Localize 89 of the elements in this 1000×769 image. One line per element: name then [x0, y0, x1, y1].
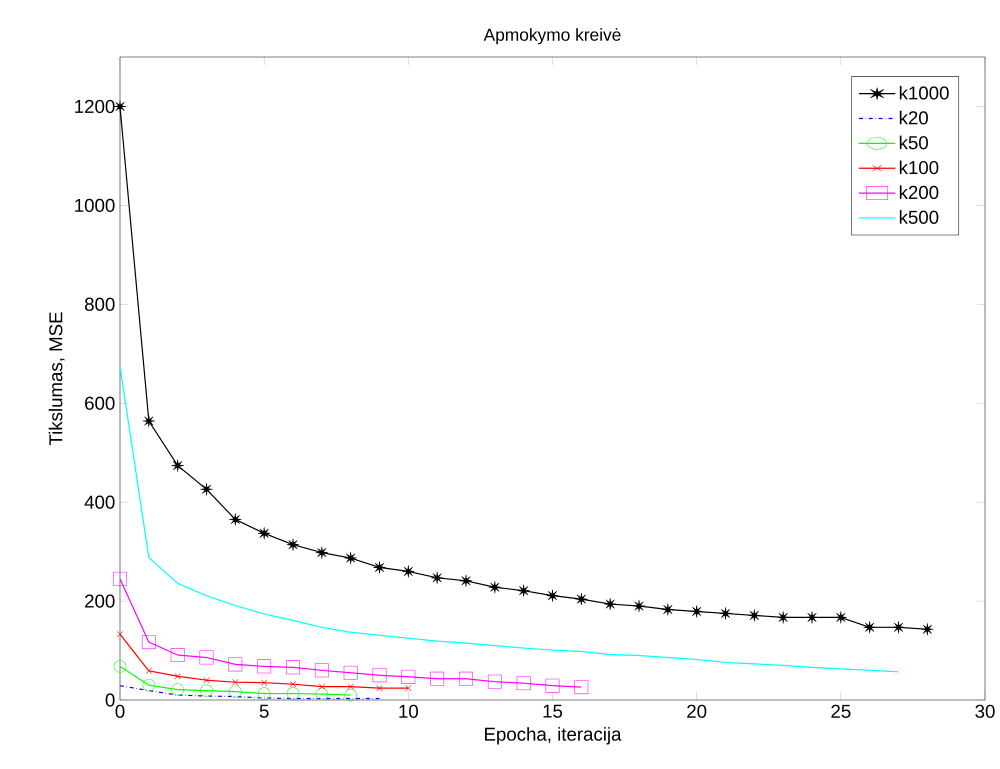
point: [834, 611, 848, 624]
point: [632, 600, 646, 612]
point: [344, 552, 357, 564]
point: [257, 659, 272, 674]
x-tick-label: 20: [687, 704, 706, 718]
y-tick-label: 400: [84, 496, 115, 509]
point: [430, 572, 444, 584]
point: [546, 678, 560, 693]
point: [546, 589, 559, 602]
point: [286, 687, 300, 700]
point: [232, 679, 238, 686]
point: [228, 657, 242, 672]
point: [344, 666, 358, 680]
legend-label: k50: [900, 136, 928, 150]
point: [142, 414, 156, 428]
x-tick-label: 30: [975, 704, 995, 718]
point: [200, 483, 213, 496]
point: [372, 668, 386, 682]
point: [114, 100, 126, 113]
point: [229, 685, 242, 698]
point: [430, 672, 444, 686]
point: [376, 685, 383, 692]
y-tick-label: 0: [106, 693, 115, 707]
legend-label: k20: [900, 110, 928, 124]
y-tick-label: 1200: [75, 100, 115, 114]
x-tick-label: 15: [544, 704, 562, 718]
point: [114, 660, 126, 673]
x-tick-label: 25: [831, 704, 850, 718]
point: [921, 623, 934, 636]
point: [258, 527, 270, 540]
point: [460, 574, 472, 588]
point: [318, 684, 325, 690]
point: [488, 674, 502, 689]
y-axis-title: Tikslumas, MSE: [48, 312, 65, 446]
point: [142, 635, 156, 650]
y-tick-label: 600: [85, 396, 115, 410]
point: [405, 685, 412, 692]
point: [348, 684, 354, 690]
point: [719, 607, 732, 620]
point: [574, 680, 588, 694]
point: [261, 680, 268, 686]
point: [604, 598, 616, 610]
point: [892, 621, 905, 634]
point: [690, 605, 703, 618]
legend-label: k100: [900, 160, 938, 174]
point: [662, 603, 674, 616]
point: [516, 676, 531, 690]
point: [373, 561, 386, 574]
point: [401, 670, 416, 684]
point: [286, 538, 300, 551]
y-tick-label: 800: [84, 298, 115, 311]
point: [113, 572, 127, 586]
y-tick-label: 200: [85, 594, 115, 608]
point: [171, 459, 184, 472]
point: [142, 678, 156, 692]
point: [402, 565, 415, 578]
point: [776, 611, 790, 624]
legend-label: k200: [900, 185, 938, 200]
point: [171, 683, 184, 696]
point: [488, 580, 502, 594]
point: [863, 621, 876, 634]
point: [806, 611, 818, 624]
point: [116, 631, 124, 638]
x-tick-label: 10: [399, 704, 418, 718]
point: [314, 663, 329, 678]
x-tick-label: 0: [116, 704, 124, 718]
point: [748, 609, 761, 622]
point: [459, 672, 473, 686]
point: [344, 688, 357, 702]
point: [286, 660, 300, 674]
legend-label: k1000: [900, 86, 949, 100]
point: [203, 677, 210, 684]
point: [258, 687, 270, 700]
x-tick-label: 5: [260, 704, 269, 718]
legend-label: k500: [900, 210, 938, 224]
point: [517, 584, 530, 597]
point: [170, 648, 185, 662]
point: [200, 650, 214, 664]
point: [200, 684, 213, 697]
point: [316, 546, 328, 559]
point: [290, 681, 296, 688]
point: [575, 592, 588, 606]
point: [146, 668, 152, 674]
x-axis-title: Epocha, iteracija: [485, 727, 622, 744]
point: [229, 513, 242, 526]
point: [174, 673, 181, 680]
point: [316, 688, 328, 700]
y-tick-label: 1000: [75, 198, 115, 212]
chart-title: Apmokymo kreivė: [484, 28, 621, 44]
